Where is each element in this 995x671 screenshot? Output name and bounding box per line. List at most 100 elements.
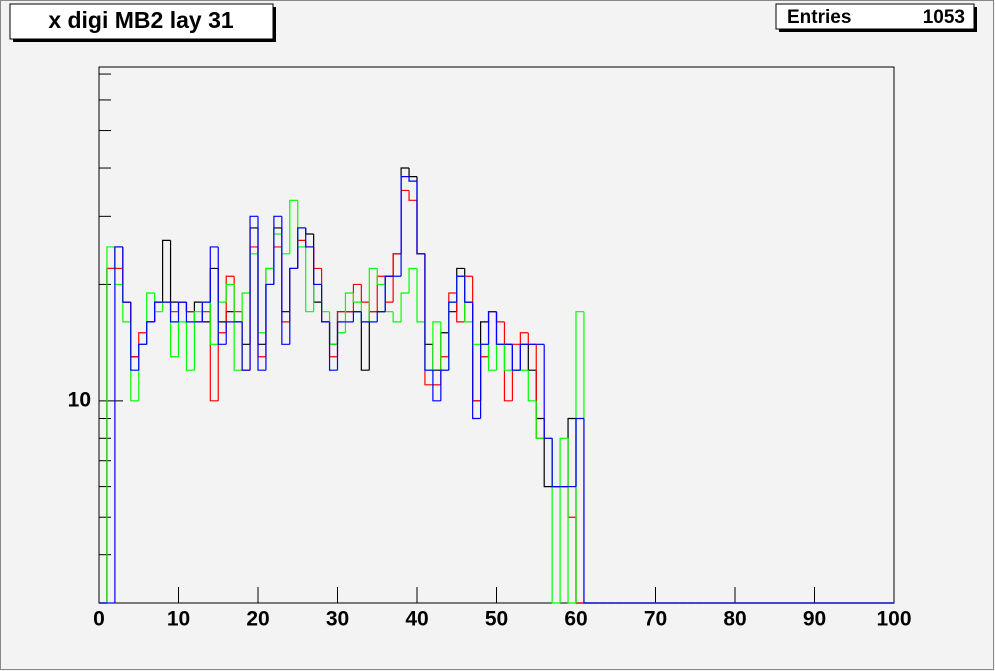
histogram-bin — [432, 370, 441, 402]
histogram-bin — [328, 321, 338, 371]
stats-value: 1053 — [923, 7, 965, 28]
histogram-bin — [265, 283, 274, 371]
histogram-bin — [527, 370, 537, 402]
histogram-bin — [408, 267, 417, 294]
histogram-bin — [233, 284, 243, 371]
histogram-bin — [162, 239, 171, 303]
histogram-bin — [543, 418, 553, 488]
histogram-bin — [336, 321, 346, 371]
histogram-bin — [209, 246, 219, 303]
histogram-bin — [193, 301, 203, 312]
title-box — [9, 3, 274, 40]
histogram-bin — [225, 321, 235, 345]
y-tick-label: 10 — [68, 388, 91, 411]
histogram-bin — [408, 176, 417, 182]
histogram-bin — [185, 302, 195, 323]
histogram-bin — [424, 253, 433, 371]
histogram-bin — [209, 302, 219, 345]
histogram-bin — [313, 246, 322, 286]
stats-label: Entries — [787, 7, 851, 28]
histogram-bin — [169, 302, 179, 323]
x-tick-label: 70 — [644, 608, 667, 631]
histogram-bin — [495, 311, 505, 345]
histogram-bin — [352, 293, 362, 303]
x-tick-label: 30 — [326, 608, 349, 631]
histogram-bin — [289, 267, 298, 345]
histogram-bin — [177, 301, 187, 322]
histogram-bin — [487, 311, 497, 345]
histogram-bin — [193, 311, 203, 371]
histogram-bin — [551, 438, 561, 604]
title: x digi MB2 lay 31 — [48, 7, 234, 33]
x-tick-label: 0 — [93, 608, 105, 631]
stats-box — [775, 3, 975, 30]
histogram-bin — [249, 215, 258, 371]
histogram-bin — [225, 275, 235, 333]
histogram-bin — [305, 227, 314, 248]
histogram-bin — [392, 253, 402, 303]
histogram-bin — [201, 301, 211, 322]
histogram-bin — [503, 344, 513, 371]
x-tick-label: 80 — [723, 608, 746, 631]
histogram-bin — [106, 246, 115, 603]
x-tick-label: 10 — [167, 608, 190, 631]
histogram-bin — [138, 343, 147, 371]
histogram-bin — [487, 344, 497, 371]
histogram-bin — [122, 246, 131, 303]
histogram-bin — [146, 321, 155, 345]
histogram-bin — [273, 215, 282, 285]
histogram-bin — [281, 216, 290, 345]
histogram-bin — [416, 181, 425, 255]
histogram-bin — [114, 246, 123, 603]
histogram-bin — [225, 283, 235, 303]
x-tick-label: 60 — [564, 608, 587, 631]
histogram-bin — [448, 301, 457, 371]
histogram-bin — [368, 267, 378, 322]
histogram-bin — [535, 400, 545, 439]
histogram-bin — [519, 332, 529, 345]
histogram-bin — [440, 369, 449, 401]
histogram-bin — [559, 437, 569, 603]
plot: 0 10 20 30 40 50 60 70 80 90 100 10 — [68, 73, 912, 631]
histogram-bin — [376, 268, 386, 286]
histogram-bin — [344, 292, 354, 333]
histogram-bin — [376, 311, 386, 322]
histogram-bin — [567, 438, 576, 604]
histogram-bin — [511, 344, 521, 371]
histogram-bin — [400, 292, 410, 322]
histogram-bin — [241, 321, 251, 371]
histogram-bin — [384, 275, 394, 312]
histogram-bin — [472, 302, 481, 420]
x-tick-label: 90 — [803, 608, 826, 631]
histogram-bin — [392, 311, 402, 323]
x-tick-label: 100 — [876, 608, 911, 631]
histogram-bin — [130, 302, 139, 371]
histogram-bin — [297, 227, 306, 269]
histogram-bin — [257, 216, 266, 371]
histogram-bin — [456, 275, 465, 303]
histogram-bin — [217, 246, 227, 345]
histogram-bin — [408, 190, 417, 201]
histogram-bin — [352, 311, 362, 322]
histogram-bin — [400, 176, 410, 277]
histogram-bin — [360, 311, 370, 323]
histogram-bin — [360, 311, 370, 371]
histogram-bin — [416, 268, 425, 323]
histogram-bin — [305, 246, 314, 313]
histogram-bin — [543, 344, 553, 439]
histogram-bin — [575, 311, 584, 603]
histogram-bin — [321, 284, 330, 323]
histogram-bin — [519, 343, 529, 371]
histogram-bin — [154, 301, 163, 322]
x-tick-label: 40 — [405, 608, 428, 631]
x-tick-label: 50 — [485, 608, 508, 631]
histogram-bin — [583, 418, 592, 604]
histogram-bin — [480, 343, 489, 419]
histogram-bin — [185, 321, 195, 371]
x-tick-label: 20 — [246, 608, 269, 631]
histogram-bin — [289, 199, 298, 254]
histogram-bin — [432, 321, 441, 371]
histogram-bin — [575, 417, 584, 487]
histogram-bin — [551, 438, 561, 488]
